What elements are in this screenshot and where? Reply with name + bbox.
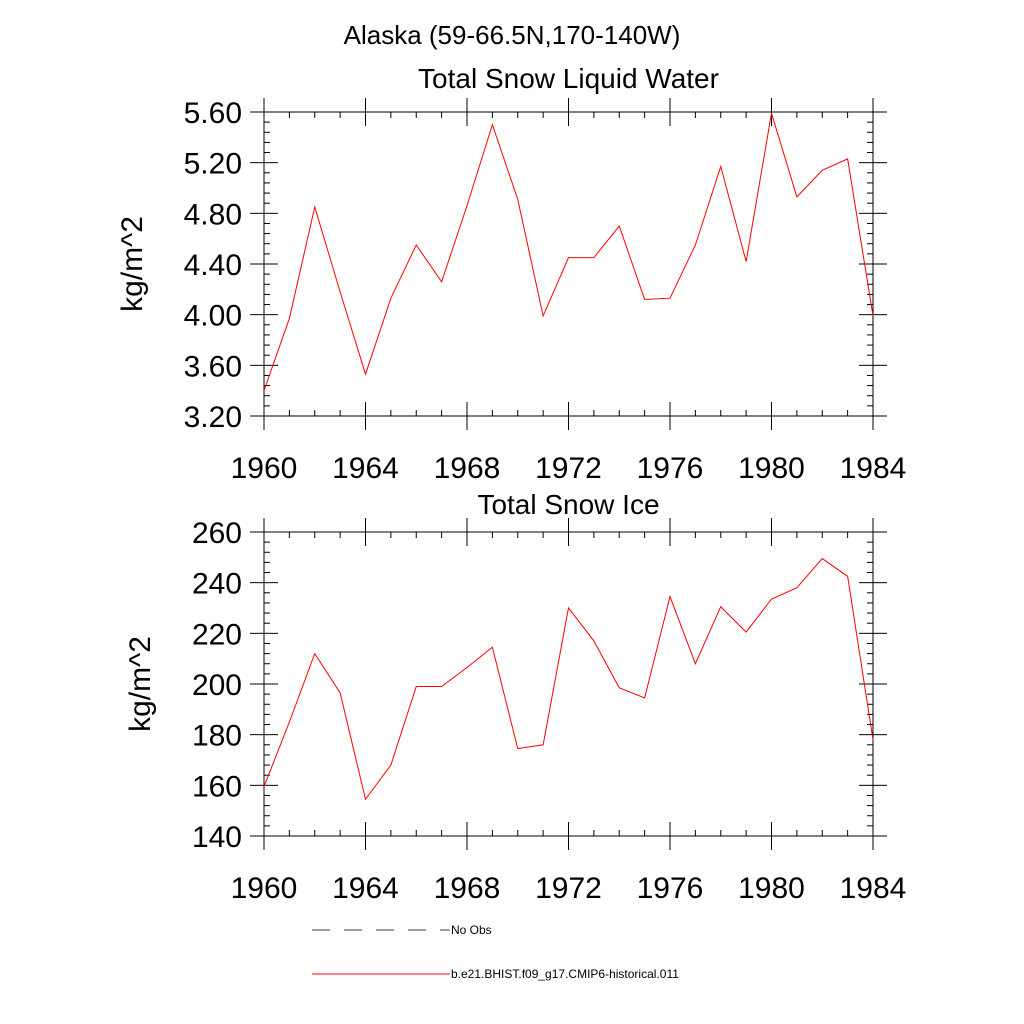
y-tick-label: 3.60 [184, 350, 242, 383]
x-tick-label: 1980 [738, 452, 805, 485]
x-tick-label: 1964 [332, 452, 399, 485]
y-tick-label: 140 [192, 821, 242, 854]
y-tick-label: 240 [192, 568, 242, 601]
y-tick-label: 220 [192, 618, 242, 651]
x-tick-label: 1964 [332, 872, 399, 905]
y-axis-label: kg/m^2 [116, 216, 149, 312]
x-tick-label: 1972 [535, 452, 602, 485]
figure-title: Alaska (59-66.5N,170-140W) [344, 20, 681, 50]
chart-title: Total Snow Liquid Water [418, 63, 719, 94]
x-tick-label: 1976 [637, 872, 704, 905]
legend-label-no-obs: No Obs [451, 923, 492, 937]
legend-label-model: b.e21.BHIST.f09_g17.CMIP6-historical.011 [451, 967, 679, 981]
y-tick-label: 5.60 [184, 97, 242, 130]
x-tick-label: 1980 [738, 872, 805, 905]
plot-frame [263, 111, 874, 417]
y-tick-label: 4.40 [184, 249, 242, 282]
chart-panel-snow-liquid-water: Total Snow Liquid Water kg/m^2 1960 1964 196… [116, 63, 906, 485]
series-line [263, 113, 874, 391]
plot-frame [263, 531, 874, 837]
x-tick-label: 1968 [434, 452, 501, 485]
x-tick-label: 1960 [231, 452, 298, 485]
y-tick-label: 160 [192, 770, 242, 803]
x-tick-label: 1960 [231, 872, 298, 905]
legend: No Obs b.e21.BHIST.f09_g17.CMIP6-histori… [312, 923, 679, 981]
series-line [263, 557, 874, 801]
y-tick-label: 5.20 [184, 148, 242, 181]
x-tick-label: 1984 [840, 452, 907, 485]
y-tick-label: 200 [192, 669, 242, 702]
chart-title: Total Snow Ice [477, 489, 659, 520]
x-tick-label: 1968 [434, 872, 501, 905]
y-axis-label: kg/m^2 [124, 636, 157, 732]
x-tick-label: 1984 [840, 872, 907, 905]
x-tick-label: 1976 [637, 452, 704, 485]
y-tick-label: 180 [192, 720, 242, 753]
chart-panel-snow-ice: Total Snow Ice kg/m^2 1960 1964 1968 1972 1976… [124, 489, 906, 905]
x-tick-label: 1972 [535, 872, 602, 905]
y-tick-label: 4.80 [184, 198, 242, 231]
y-tick-label: 3.20 [184, 401, 242, 434]
y-tick-label: 4.00 [184, 300, 242, 333]
y-tick-label: 260 [192, 517, 242, 550]
